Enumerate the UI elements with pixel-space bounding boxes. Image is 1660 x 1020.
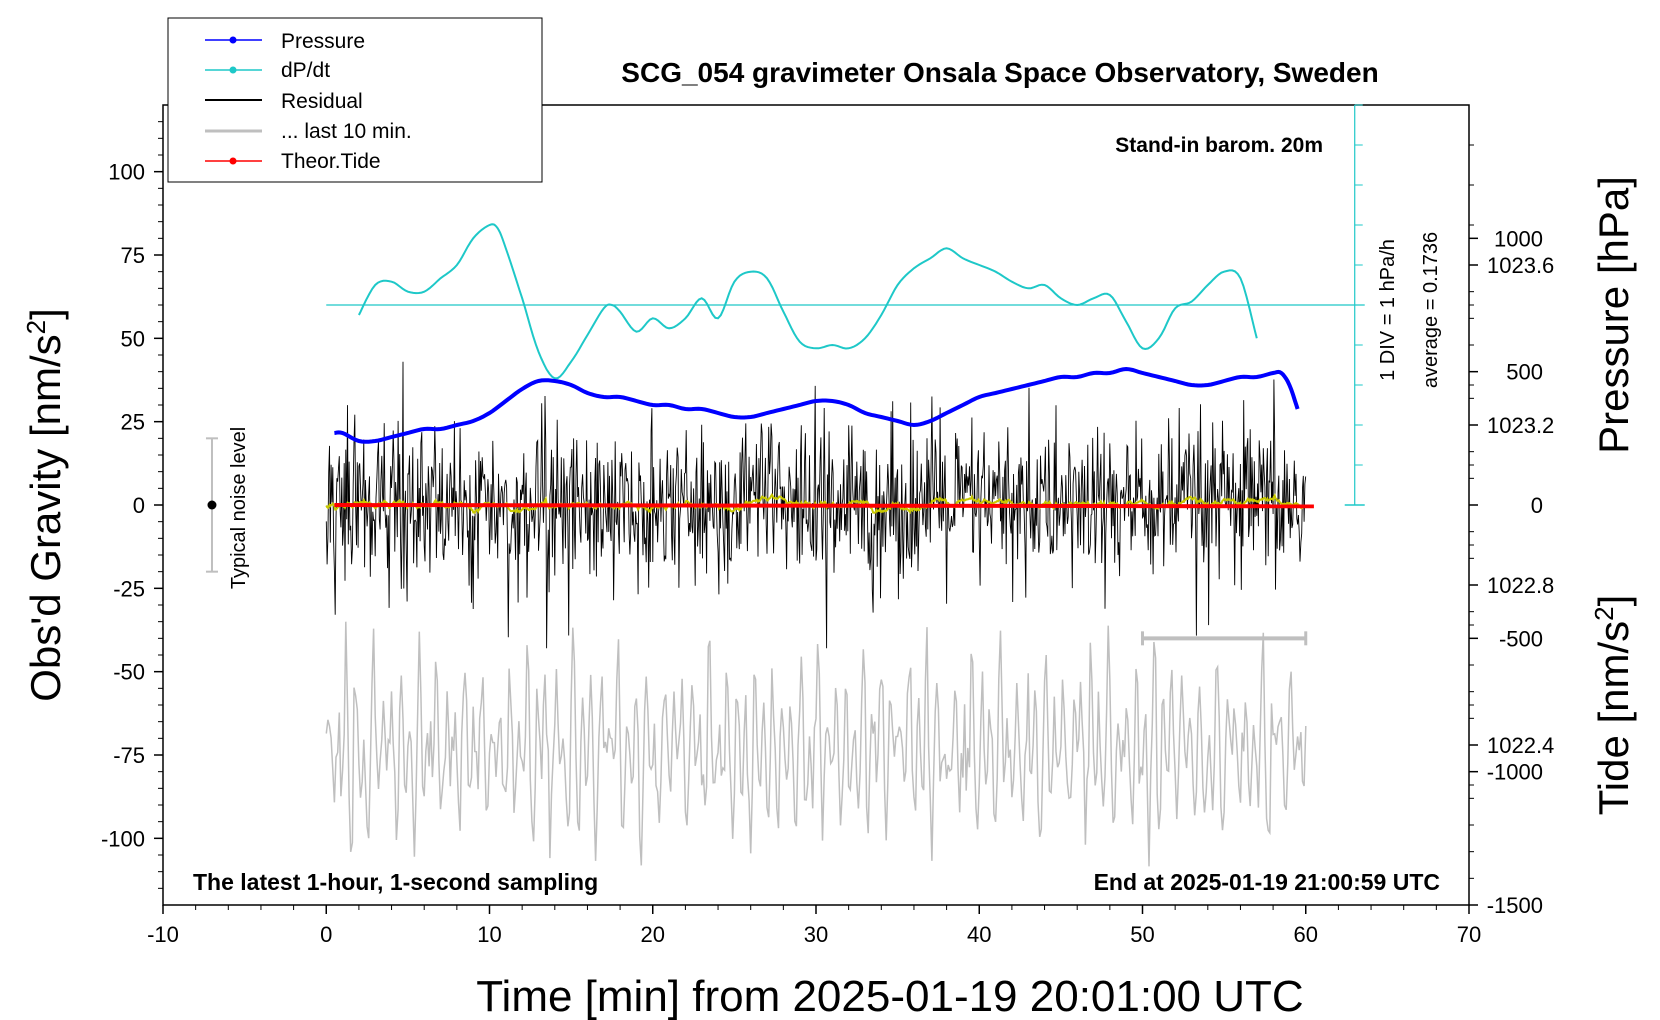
pressure-tick-label: 1023.6 — [1487, 253, 1554, 278]
x-axis: -10 0 10 20 30 40 50 60 70 — [147, 905, 1481, 947]
latest-hour-note: The latest 1-hour, 1-second sampling — [193, 869, 598, 895]
y-tick-label: 25 — [121, 410, 145, 435]
y-axis-label-tide-close: ] — [1590, 595, 1637, 607]
noise-level-point — [207, 500, 217, 510]
tide-tick-label: 500 — [1506, 360, 1543, 385]
dpdt-div-label: 1 DIV = 1 hPa/h — [1377, 239, 1399, 381]
noise-level-label: Typical noise level — [228, 427, 250, 589]
x-tick-label: 30 — [804, 922, 828, 947]
legend-residual-label: Residual — [281, 90, 363, 113]
tide-tick-label: -1000 — [1487, 760, 1543, 785]
tide-tick-label: 1000 — [1494, 226, 1543, 251]
x-tick-label: 50 — [1130, 922, 1154, 947]
legend-last10-label: ... last 10 min. — [281, 120, 412, 143]
legend-pressure-label: Pressure — [281, 30, 365, 53]
last10-series — [325, 621, 1307, 867]
y-axis-label-gravity-sup: 2 — [21, 320, 51, 334]
x-tick-label: 10 — [477, 922, 501, 947]
tide-series — [334, 503, 1314, 509]
y-tick-label: 75 — [121, 243, 145, 268]
legend-entry-pressure: Pressure — [205, 30, 365, 53]
y-axis-label-gravity: Obs'd Gravity [nm/s2] — [21, 308, 69, 702]
dpdt-series — [358, 223, 1258, 380]
chart-extras — [205, 104, 1365, 646]
legend-dpdt-label: dP/dt — [281, 59, 330, 82]
residual-series — [325, 361, 1307, 649]
y-axis-label-tide-text: Tide [nm/s — [1590, 621, 1637, 816]
y-axis-label-pressure: Pressure [hPa] — [1590, 176, 1637, 454]
residual-line — [325, 361, 1307, 649]
legend-entry-tide: Theor.Tide — [205, 150, 381, 173]
legend: Pressure dP/dt Residual ... last 10 min.… — [167, 17, 543, 183]
legend-dpdt-marker — [229, 66, 237, 74]
x-tick-label: 20 — [641, 922, 665, 947]
pressure-tick-label: 1022.4 — [1487, 733, 1554, 758]
y-tick-label: 50 — [121, 326, 145, 351]
legend-entry-dpdt: dP/dt — [205, 59, 330, 82]
end-time-note: End at 2025-01-19 21:00:59 UTC — [1094, 869, 1440, 895]
tide-line — [334, 503, 1314, 509]
last10-line — [325, 621, 1307, 867]
x-tick-label: 0 — [320, 922, 332, 947]
y-axis-tide: 1000 500 0 -500 -1000 -1500 — [1469, 226, 1543, 918]
x-tick-label: 40 — [967, 922, 991, 947]
tide-tick-label: -1500 — [1487, 893, 1543, 918]
y-axis-gravity: 100 75 50 25 0 -25 -50 -75 -100 — [101, 121, 163, 889]
pressure-tick-label: 1022.8 — [1487, 573, 1554, 598]
tide-tick-label: -500 — [1499, 626, 1543, 651]
dpdt-average-label: average = 0.1736 — [1420, 232, 1442, 388]
y-tick-label: -50 — [113, 660, 145, 685]
legend-tide-marker — [229, 157, 237, 165]
y-tick-label: -75 — [113, 743, 145, 768]
legend-entry-residual: Residual — [205, 90, 363, 113]
y-tick-label: 0 — [133, 493, 145, 518]
x-tick-label: 60 — [1294, 922, 1318, 947]
y-tick-label: -100 — [101, 826, 145, 851]
legend-tide-label: Theor.Tide — [281, 150, 381, 173]
tide-tick-label: 0 — [1531, 493, 1543, 518]
chart-title: SCG_054 gravimeter Onsala Space Observat… — [621, 57, 1378, 88]
x-tick-label: 70 — [1457, 922, 1481, 947]
pressure-line — [334, 366, 1300, 444]
y-tick-label: 100 — [108, 160, 145, 185]
legend-entry-last10: ... last 10 min. — [205, 120, 412, 143]
y-axis-label-tide-sup: 2 — [1589, 606, 1619, 620]
x-axis-label: Time [min] from 2025-01-19 20:01:00 UTC — [476, 972, 1303, 1020]
dpdt-line — [358, 223, 1258, 380]
y-axis-label-gravity-text: Obs'd Gravity [nm/s — [22, 334, 69, 701]
x-tick-label: -10 — [147, 922, 179, 947]
pressure-tick-label: 1023.2 — [1487, 413, 1554, 438]
y-axis-label-gravity-close: ] — [22, 308, 69, 320]
y-tick-label: -25 — [113, 576, 145, 601]
y-axis-label-tide: Tide [nm/s2] — [1589, 595, 1637, 816]
pressure-series — [334, 366, 1300, 444]
stand-in-barometer-note: Stand-in barom. 20m — [1115, 134, 1323, 157]
legend-pressure-marker — [229, 36, 237, 44]
